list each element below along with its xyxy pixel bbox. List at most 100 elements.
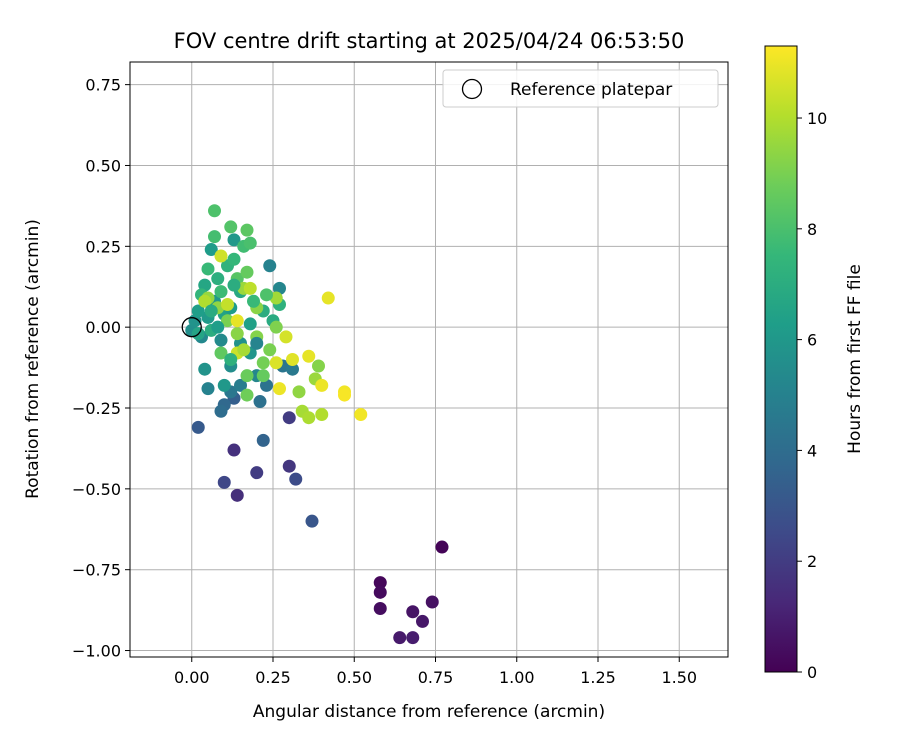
data-point xyxy=(373,576,387,590)
data-point xyxy=(240,388,254,402)
data-point xyxy=(214,333,228,347)
data-point xyxy=(201,262,215,276)
data-point xyxy=(211,272,225,286)
colorbar-tick-label: 8 xyxy=(807,220,817,239)
data-point xyxy=(393,631,407,645)
x-tick-label: 0.50 xyxy=(336,668,372,687)
colorbar-ticks: 0 2 4 6 8 10 xyxy=(797,109,827,682)
data-points xyxy=(185,204,449,645)
legend-marker-open-circle xyxy=(461,78,483,100)
data-point xyxy=(230,488,244,502)
data-point xyxy=(286,362,299,376)
data-point xyxy=(240,369,254,383)
data-point xyxy=(269,291,283,305)
data-point xyxy=(354,407,368,421)
legend-box xyxy=(442,69,719,108)
data-point xyxy=(406,605,420,619)
data-point xyxy=(289,472,303,486)
y-tick-label: 0.25 xyxy=(85,237,121,256)
data-point xyxy=(243,281,257,295)
data-point xyxy=(221,298,234,312)
data-point xyxy=(269,356,283,370)
data-point xyxy=(250,466,264,480)
data-point xyxy=(214,346,228,360)
data-point xyxy=(240,265,254,279)
data-point xyxy=(221,314,234,328)
data-point xyxy=(208,204,221,218)
chart-title: FOV centre drift starting at 2025/04/24 … xyxy=(174,29,685,53)
data-point xyxy=(302,349,316,363)
data-point xyxy=(204,243,218,257)
data-point xyxy=(214,249,228,263)
data-point xyxy=(273,382,286,396)
x-tick-label: 1.50 xyxy=(661,668,697,687)
data-point xyxy=(201,382,215,396)
data-point xyxy=(191,304,205,318)
plot-frame xyxy=(129,61,729,658)
data-point xyxy=(211,320,225,334)
data-point xyxy=(247,294,260,308)
data-point xyxy=(217,378,231,392)
data-point xyxy=(230,327,244,341)
data-point xyxy=(312,359,325,373)
colorbar xyxy=(764,45,798,673)
data-point xyxy=(321,291,335,305)
data-point xyxy=(227,443,241,457)
legend-label: Reference platepar xyxy=(510,80,672,100)
data-point xyxy=(250,336,264,350)
data-point xyxy=(214,285,228,299)
data-point xyxy=(256,433,270,447)
y-tick-label: −0.75 xyxy=(72,561,121,580)
x-tick-label: 1.25 xyxy=(580,668,616,687)
data-point xyxy=(243,317,257,331)
data-point xyxy=(253,395,267,409)
y-tick-label: 0.00 xyxy=(85,318,121,337)
y-tick-label: −0.25 xyxy=(72,399,121,418)
grid xyxy=(130,62,728,657)
data-point xyxy=(315,407,329,421)
colorbar-tick-label: 10 xyxy=(807,109,827,128)
colorbar-tick-label: 4 xyxy=(807,441,817,460)
data-point xyxy=(198,294,212,308)
data-point xyxy=(373,585,387,599)
data-point xyxy=(214,404,228,418)
data-point xyxy=(282,411,296,425)
data-point xyxy=(302,411,316,425)
data-point xyxy=(227,252,241,266)
data-point xyxy=(279,330,293,344)
x-ticks: 0.00 0.25 0.50 0.75 1.00 1.25 1.50 xyxy=(174,657,697,687)
x-tick-label: 1.00 xyxy=(499,668,535,687)
data-point xyxy=(260,288,273,302)
data-point xyxy=(338,388,351,402)
y-tick-label: 0.50 xyxy=(85,156,121,175)
colorbar-tick-label: 0 xyxy=(807,663,817,682)
data-point xyxy=(416,614,429,628)
data-point xyxy=(208,230,221,244)
data-point xyxy=(224,353,238,366)
data-point xyxy=(263,259,277,273)
x-tick-label: 0.00 xyxy=(174,668,210,687)
data-point xyxy=(292,385,306,399)
reference-platepar-marker xyxy=(181,317,202,338)
data-point xyxy=(191,420,205,434)
data-point xyxy=(305,514,319,528)
data-point xyxy=(435,540,449,554)
data-point xyxy=(224,220,238,234)
data-point xyxy=(286,353,299,366)
x-tick-label: 0.75 xyxy=(418,668,454,687)
data-point xyxy=(234,378,247,392)
y-ticks: 0.75 0.50 0.25 0.00 −0.25 −0.50 −0.75 −1.00 xyxy=(72,76,130,661)
y-axis-label: Rotation from reference (arcmin) xyxy=(23,219,43,499)
y-tick-label: −1.00 xyxy=(72,642,121,661)
data-point xyxy=(315,378,329,392)
data-point xyxy=(243,236,257,250)
x-tick-label: 0.25 xyxy=(255,668,291,687)
data-point xyxy=(227,278,241,292)
colorbar-tick-label: 6 xyxy=(807,331,817,350)
data-point xyxy=(282,459,296,473)
data-point xyxy=(256,369,270,383)
data-point xyxy=(204,304,218,318)
data-point xyxy=(237,343,251,357)
data-point xyxy=(263,343,277,357)
